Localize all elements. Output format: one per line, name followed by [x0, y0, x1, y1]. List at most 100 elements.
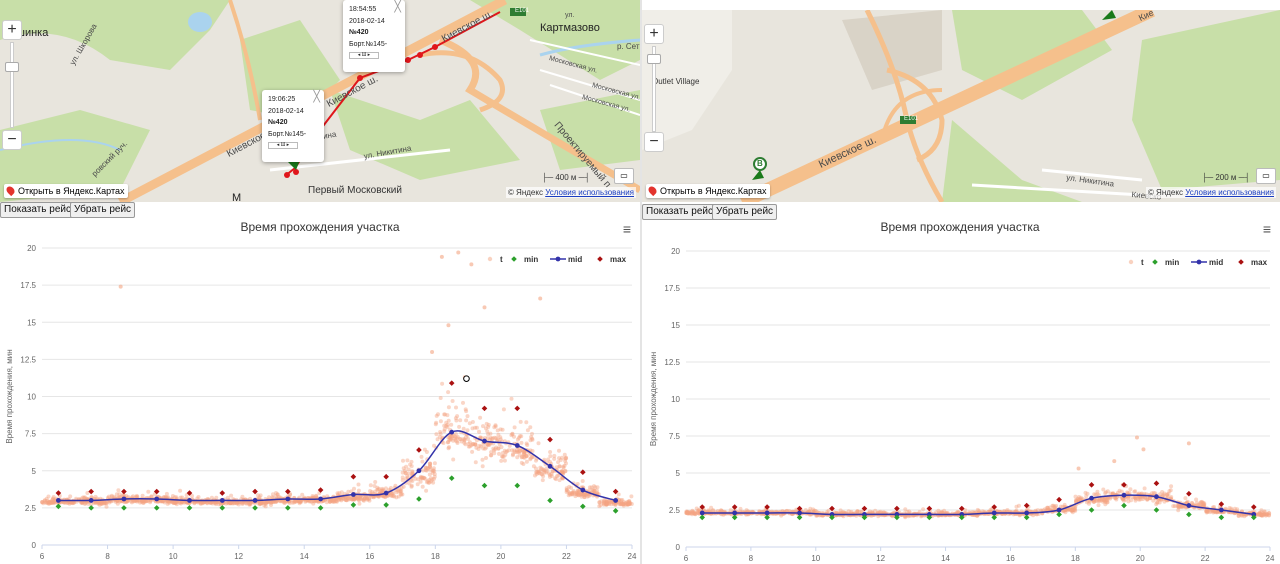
street [269, 148, 451, 172]
vehicle-balloon[interactable]: ╳ 18:54:55 2018-02-14 №420 Борт.№145- ◂ … [343, 0, 405, 72]
scatter-point [842, 510, 846, 515]
open-in-yandex-maps-link[interactable]: Открыть в Яндекс.Картах [646, 184, 771, 198]
scatter-point [602, 499, 607, 504]
legend-item-min[interactable]: min [511, 255, 538, 264]
zoom-out-button[interactable]: − [644, 132, 664, 152]
scatter-point [406, 471, 411, 476]
close-icon[interactable]: ╳ [313, 91, 320, 103]
y-tick-label: 0 [32, 541, 37, 550]
legend-item-min[interactable]: min [1152, 258, 1179, 267]
highlighted-point[interactable] [463, 375, 470, 382]
scatter-point [376, 494, 381, 499]
close-icon[interactable]: ╳ [394, 1, 401, 13]
zoom-in-button[interactable]: + [644, 24, 664, 44]
max-point [383, 473, 389, 480]
route-badge: E101 [904, 116, 919, 122]
scatter-point [684, 511, 689, 515]
x-tick-label: 14 [300, 552, 309, 561]
legend-item-t[interactable]: t [1128, 258, 1144, 267]
legend-item-t[interactable]: t [487, 255, 503, 264]
mid-point [547, 463, 553, 469]
zoom-slider-handle[interactable] [5, 62, 19, 72]
remove-route-button[interactable]: Убрать рейс [70, 202, 136, 218]
scatter-point [314, 493, 319, 498]
scatter-point [107, 500, 112, 505]
scatter-point [401, 466, 406, 471]
scatter-point [544, 466, 549, 471]
scatter-point [1204, 509, 1209, 514]
scatter-point [430, 470, 435, 475]
scatter-point [1259, 510, 1264, 515]
scatter-point [1137, 497, 1142, 502]
open-in-yandex-maps-link[interactable]: Открыть в Яндекс.Картах [4, 184, 129, 198]
terms-link[interactable]: Условия использования [545, 188, 634, 197]
scatter-point [160, 499, 165, 504]
scatter-point [550, 469, 555, 474]
scatter-point [1104, 490, 1108, 495]
chart-menu-icon[interactable]: ≡ [1263, 221, 1271, 237]
scatter-point [573, 492, 578, 497]
legend-label: max [610, 255, 627, 264]
scatter-point [1155, 500, 1160, 505]
scatter-point [451, 457, 456, 462]
scatter-point [1126, 495, 1131, 500]
terms-link[interactable]: Условия использования [1185, 188, 1274, 197]
scatter-point [980, 509, 985, 514]
scatter-point [624, 502, 629, 507]
scatter-point [524, 441, 529, 446]
zoom-slider-handle[interactable] [647, 54, 661, 64]
scatter-point [1098, 497, 1103, 501]
balloon-scrollbar[interactable]: ◂ Ш ▸ [268, 142, 298, 149]
scatter-point [173, 501, 178, 505]
scatter-point [515, 455, 520, 460]
scatter-point [592, 484, 596, 489]
right-map[interactable]: B E101 Outlet Village Киевское ш. ул. Ни… [642, 10, 1280, 202]
scatter-point [354, 496, 359, 501]
scatter-point [1215, 510, 1220, 515]
ruler-button[interactable]: ▭ [1256, 168, 1276, 184]
scatter-point [1072, 507, 1077, 512]
scatter-point [528, 438, 533, 443]
chart-menu-icon[interactable]: ≡ [623, 221, 631, 237]
scatter-point [537, 471, 542, 476]
zoom-out-button[interactable]: − [2, 130, 22, 150]
right-map-canvas[interactable] [642, 10, 1280, 202]
legend-item-mid[interactable]: mid [1191, 258, 1223, 267]
legend-item-mid[interactable]: mid [550, 255, 582, 264]
scatter-point [1116, 490, 1120, 495]
scatter-point [170, 494, 175, 498]
scatter-point [140, 498, 144, 503]
remove-route-button[interactable]: Убрать рейс [712, 204, 778, 220]
balloon-scrollbar[interactable]: ◂ Ш ▸ [349, 52, 379, 59]
vehicle-balloon[interactable]: ╳ 19:06:25 2018-02-14 №420 Борт.№145- ◂ … [262, 90, 324, 162]
scatter-point [99, 500, 104, 505]
scatter-point [474, 425, 479, 430]
zoom-rail[interactable] [10, 42, 14, 128]
scatter-point [469, 262, 474, 267]
ruler-button[interactable]: ▭ [614, 168, 634, 184]
min-point [894, 514, 900, 521]
left-map-canvas[interactable] [0, 0, 640, 202]
left-map[interactable]: E101 ашинка Картмазово Первый Московский… [0, 0, 640, 202]
scatter-point [365, 497, 370, 502]
scatter-point [1189, 501, 1194, 505]
scatter-point [140, 498, 145, 503]
zoom-in-button[interactable]: + [2, 20, 22, 40]
scatter-point [1169, 495, 1174, 499]
scatter-point [693, 511, 698, 516]
show-route-button[interactable]: Показать рейс [0, 202, 75, 218]
show-route-button[interactable]: Показать рейс [642, 204, 717, 220]
scatter-point [141, 498, 146, 503]
x-tick-label: 12 [234, 552, 243, 561]
scatter-point [1076, 498, 1081, 503]
scatter-point [473, 460, 478, 465]
scatter-point [361, 498, 366, 502]
scatter-point [512, 448, 517, 453]
scatter-point [934, 510, 939, 515]
scatter-point [1261, 511, 1266, 516]
legend-item-max[interactable]: max [1238, 258, 1268, 267]
scatter-point [1073, 504, 1078, 509]
scatter-point [344, 498, 349, 503]
legend-item-max[interactable]: max [597, 255, 627, 264]
zoom-rail[interactable] [652, 46, 656, 132]
